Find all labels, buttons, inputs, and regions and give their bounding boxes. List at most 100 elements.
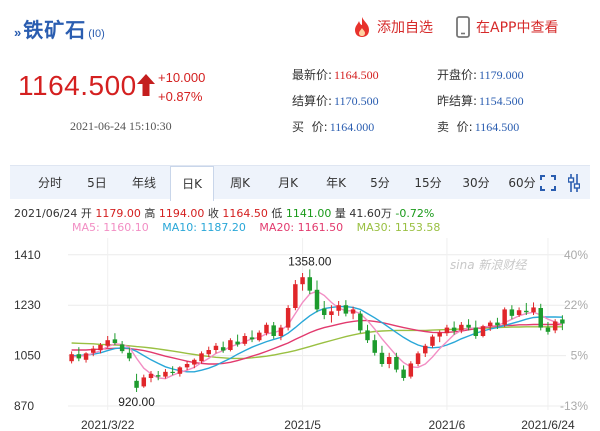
tab-5day[interactable]: 5日: [87, 176, 107, 190]
x-tick-label: 2021/3/22: [81, 418, 135, 431]
ma5-legend: MA5: 1160.10: [72, 221, 149, 234]
candle-body: [76, 354, 82, 359]
ma20-line: [71, 319, 563, 365]
ma30-legend: MA30: 1153.58: [356, 221, 441, 234]
candle-body: [480, 326, 486, 336]
candle-body: [249, 337, 255, 340]
candlestick-chart[interactable]: 1410 40% 1230 22% 1050 5% 870 -13% 2021/3/22 2021…: [10, 234, 590, 431]
candle-body: [105, 340, 110, 346]
candle-body: [264, 324, 269, 334]
candle-body: [184, 364, 190, 368]
price-change-pct: +0.87%: [158, 89, 203, 104]
candle-body: [141, 377, 147, 387]
candle-body: [451, 327, 457, 331]
x-tick-label: 2021/5: [284, 418, 321, 431]
tab-15min[interactable]: 15分: [414, 176, 442, 190]
x-tick-label: 2021/6/24: [521, 418, 575, 431]
breadcrumb-arrows-icon[interactable]: »: [14, 25, 22, 40]
period-tab-bar: 分时 5日 年线 日K 周K 月K 年K 5分 15分 30分 60分: [10, 165, 590, 201]
candle-body: [242, 336, 248, 344]
ohlc-close-value: 1164.50: [222, 207, 268, 220]
add-watchlist-label: 添加自选: [377, 20, 433, 36]
tab-30min[interactable]: 30分: [462, 176, 490, 190]
candle-body: [386, 357, 392, 364]
candle-body: [516, 310, 522, 315]
candle-body: [531, 307, 536, 313]
view-in-app-button[interactable]: 在APP中查看: [455, 16, 558, 38]
ohlc-close-label: 收: [207, 207, 219, 220]
x-tick-label: 2021/6: [429, 418, 466, 431]
ohlc-date: 2021/06/24: [14, 207, 78, 220]
candle-body: [235, 341, 240, 345]
ma20-legend: MA20: 1161.50: [259, 221, 344, 234]
open-price-label: 开盘价:: [437, 68, 478, 82]
ohlc-open-label: 开: [80, 207, 92, 220]
candle-body: [83, 353, 89, 360]
candle-body: [163, 371, 168, 377]
candle-body: [358, 313, 363, 331]
candle-body: [69, 354, 74, 362]
prev-settle-label: 昨结算:: [437, 94, 478, 108]
ask-price-label: 卖 价:: [437, 120, 473, 134]
candle-body: [271, 325, 276, 336]
settle-price-label: 结算价:: [292, 94, 333, 108]
flame-icon: [355, 17, 369, 37]
pct-tick-label: 22%: [564, 298, 588, 312]
candle-body: [314, 289, 320, 310]
tab-60min[interactable]: 60分: [508, 176, 536, 190]
y-tick-label: 1410: [14, 248, 41, 262]
settings-icon[interactable]: [568, 173, 580, 193]
open-price-value: 1179.000: [479, 68, 524, 82]
candle-body: [495, 322, 500, 326]
ask-price-field: 卖 价: 1164.500: [437, 118, 519, 135]
candle-body: [228, 340, 233, 350]
candle-body: [560, 319, 565, 324]
latest-price-label: 最新价:: [292, 68, 333, 82]
ohlc-volume-label: 量: [334, 207, 346, 220]
ohlc-high-label: 高: [144, 207, 156, 220]
candle-body: [213, 345, 219, 350]
candle-body: [293, 284, 298, 308]
candle-body: [408, 363, 414, 377]
candle-body: [365, 330, 370, 341]
fullscreen-icon[interactable]: [540, 175, 556, 191]
ohlc-low-value: 1141.00: [285, 207, 332, 220]
candle-body: [415, 353, 421, 364]
tab-yearly-k[interactable]: 年K: [326, 176, 346, 190]
quote-timestamp: 2021-06-24 15:10:30: [70, 119, 172, 133]
candle-body: [192, 359, 197, 365]
ma-legend: MA5: 1160.10 MA10: 1187.20 MA20: 1161.50…: [72, 221, 450, 234]
candle-body: [545, 327, 551, 332]
candle-body: [220, 347, 226, 351]
settle-price-value: 1170.500: [334, 94, 379, 108]
candle-body: [401, 369, 406, 378]
tab-intraday[interactable]: 分时: [37, 176, 62, 190]
ohlc-high-value: 1194.00: [158, 207, 205, 220]
tab-weekly-k[interactable]: 周K: [230, 176, 250, 190]
candle-body: [423, 345, 428, 354]
pct-tick-label: 40%: [564, 248, 588, 262]
tab-daily-k[interactable]: 日K: [170, 166, 214, 201]
add-watchlist-button[interactable]: 添加自选: [352, 16, 433, 38]
tab-5min[interactable]: 5分: [370, 176, 390, 190]
phone-icon: [456, 16, 470, 38]
ask-price-value: 1164.500: [474, 120, 520, 134]
candle-body: [473, 327, 479, 336]
bid-price-field: 买 价: 1164.000: [292, 118, 374, 135]
tab-yearline[interactable]: 年线: [131, 176, 156, 190]
bid-price-label: 买 价:: [292, 120, 328, 134]
candle-body: [394, 357, 399, 370]
pct-tick-label: -13%: [560, 399, 588, 413]
candle-body: [487, 322, 493, 327]
y-tick-label: 1230: [14, 298, 41, 312]
candle-body: [307, 277, 313, 291]
ma30-line: [71, 326, 563, 360]
candle-body: [278, 327, 284, 336]
candle-body: [91, 348, 96, 353]
candle-body: [552, 321, 558, 331]
candle-body: [336, 305, 341, 311]
prev-settle-field: 昨结算: 1154.500: [437, 92, 524, 109]
tab-monthly-k[interactable]: 月K: [278, 176, 298, 190]
open-price-field: 开盘价: 1179.000: [437, 66, 524, 83]
candle-body: [127, 352, 132, 359]
